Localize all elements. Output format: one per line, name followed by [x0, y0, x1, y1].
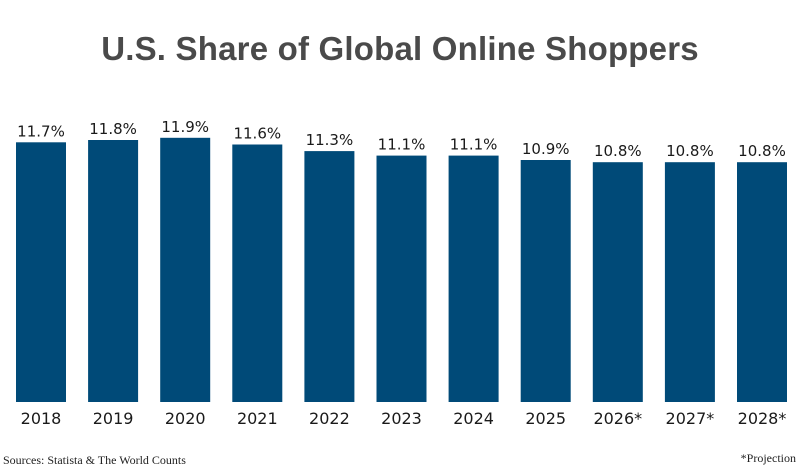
- bar-2027-projection: [664, 162, 715, 402]
- bars-layer: [16, 137, 787, 403]
- x-tick-label: 2025: [525, 409, 566, 428]
- bar-2023: [376, 155, 427, 402]
- x-tick-label: 2018: [21, 409, 62, 428]
- bar-2020: [160, 137, 211, 403]
- x-tick-label: 2020: [165, 409, 206, 428]
- bar-2022: [304, 151, 355, 402]
- x-tick-label: 2021: [237, 409, 278, 428]
- value-label: 10.8%: [594, 142, 642, 160]
- value-label: 11.1%: [378, 136, 426, 154]
- value-label: 10.8%: [738, 142, 786, 160]
- x-tick-label: 2024: [453, 409, 494, 428]
- x-tick-label: 2023: [381, 409, 422, 428]
- value-label: 11.1%: [450, 136, 498, 154]
- value-label: 11.9%: [161, 118, 209, 136]
- x-tick-label: 2026*: [593, 409, 642, 428]
- bar-2028-projection: [737, 162, 787, 402]
- value-label: 11.3%: [306, 131, 354, 149]
- value-label: 11.7%: [17, 122, 65, 140]
- x-axis: 2018 2019 2020 2021 2022 2023 2024 2025 2026* 202…: [21, 409, 787, 428]
- value-label: 11.8%: [89, 120, 137, 138]
- value-labels-layer: 11.7% 11.8% 11.9% 11.6% 11.3% 11.1% 11.1% 10.9%…: [17, 118, 786, 160]
- value-label: 11.6%: [233, 125, 281, 143]
- bar-2021: [232, 144, 283, 402]
- x-tick-label: 2022: [309, 409, 350, 428]
- x-tick-label: 2028*: [738, 409, 787, 428]
- source-note: Sources: Statista & The World Counts: [3, 453, 186, 467]
- bar-2026-projection: [592, 162, 643, 402]
- projection-note: *Projection: [740, 451, 796, 465]
- x-tick-label: 2027*: [666, 409, 715, 428]
- bar-2025: [520, 160, 571, 402]
- value-label: 10.9%: [522, 140, 570, 158]
- bar-2019: [88, 140, 139, 402]
- bar-2018: [16, 142, 66, 403]
- x-tick-label: 2019: [93, 409, 134, 428]
- chart-title: U.S. Share of Global Online Shoppers: [101, 30, 699, 67]
- value-label: 10.8%: [666, 142, 714, 160]
- bar-2024: [448, 155, 499, 402]
